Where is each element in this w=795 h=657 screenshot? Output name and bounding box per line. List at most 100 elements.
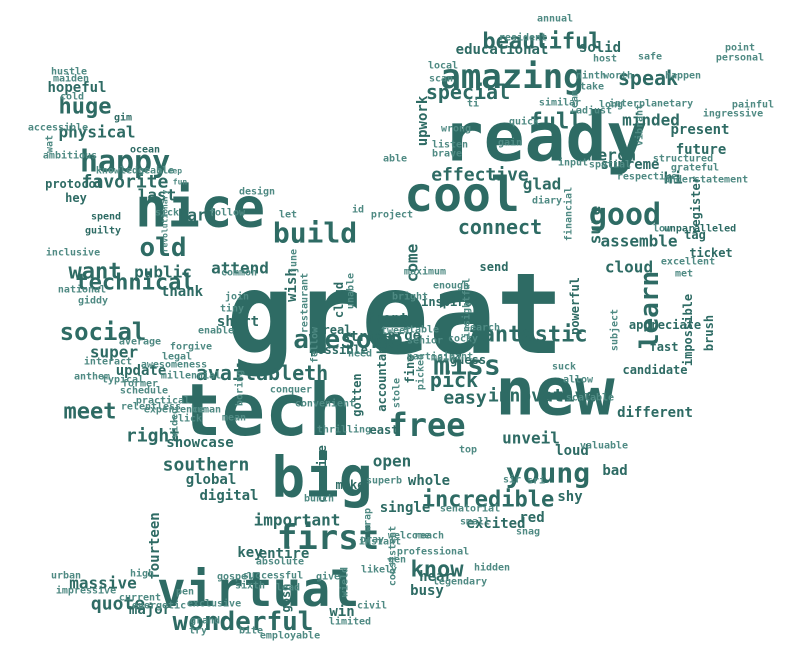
word-candidate: candidate <box>622 363 687 377</box>
word-brave: brave <box>432 149 462 160</box>
word-resident: resident <box>499 32 547 44</box>
word-social: social <box>60 318 147 346</box>
word-incredible: incredible <box>422 488 554 513</box>
word-host: host <box>593 54 617 65</box>
word-technical: technical <box>75 271 194 296</box>
word-accountable: accountable <box>375 332 389 411</box>
word-gospel: gospel <box>217 572 253 583</box>
word-design: design <box>239 186 275 198</box>
word-search: search <box>464 323 500 334</box>
word-legal: legal <box>162 352 192 363</box>
word-red: red <box>519 510 544 526</box>
word-cool: cool <box>404 167 520 223</box>
word-full: full <box>530 110 583 135</box>
word-awesomeness: awesomeness <box>141 360 207 371</box>
word-video: video <box>169 408 181 438</box>
word-beautiful: beautiful <box>482 30 601 55</box>
word-come: come <box>403 244 422 283</box>
word-take: take <box>580 82 604 93</box>
word-restaurant: restaurant <box>300 273 311 333</box>
word-pray: pray <box>360 535 384 546</box>
word-low: low <box>653 224 672 235</box>
word-entire: entire <box>259 546 310 562</box>
word-east: east <box>370 423 399 437</box>
word-giddy: giddy <box>78 295 108 307</box>
word-team: team <box>570 90 581 114</box>
word-id: id <box>352 204 364 216</box>
word-fellow: fellow <box>310 326 321 363</box>
word-inspired: inspired <box>421 295 479 309</box>
word-wrap: wrap <box>363 508 374 532</box>
word-big: big <box>271 446 372 511</box>
word-update: update <box>116 363 167 379</box>
word-welcome: welcome <box>388 531 430 542</box>
word-scan: scan <box>429 74 453 85</box>
word-anthem: anthem <box>74 372 110 383</box>
word-right: right <box>126 426 180 447</box>
word-thank: thank <box>161 284 204 300</box>
word-unparalleled: unparalleled <box>664 224 736 235</box>
word-sixth: sixth <box>235 580 265 592</box>
word-ticket: ticket <box>689 246 732 260</box>
word-pick: pick <box>430 368 478 392</box>
word-experience: experience <box>144 404 204 416</box>
word-conquer: conquer <box>270 385 312 396</box>
word-senatorial: senatorial <box>440 503 500 515</box>
word-global: global <box>186 472 237 488</box>
word-main: main <box>431 352 455 364</box>
word-consistent: consistent <box>387 526 399 586</box>
word-urban: urban <box>51 571 81 582</box>
word-similar: similar <box>539 97 581 109</box>
word-schedule: schedule <box>120 386 168 397</box>
word-virtual: virtual <box>157 562 359 618</box>
word-bunch: bunch <box>304 494 334 505</box>
word-scalable: scalable <box>566 393 614 404</box>
word-cold: cold <box>60 92 84 103</box>
word-glad: glad <box>523 175 562 194</box>
word-small: small <box>460 517 490 528</box>
word-limited: limited <box>329 616 371 628</box>
word-adjust: adjust <box>576 105 612 117</box>
word-gim: gim <box>114 112 132 124</box>
word-structured: structured <box>653 154 713 165</box>
word-miss: miss <box>433 349 500 382</box>
word-hidden: hidden <box>474 562 510 574</box>
word-civil: civil <box>357 600 387 612</box>
word-financial: financial <box>563 187 575 241</box>
word-guess: guess <box>450 353 486 367</box>
word-new: new <box>495 354 614 431</box>
word-shy: shy <box>557 489 583 505</box>
word-top: top <box>459 445 477 456</box>
word-first: first <box>277 518 379 558</box>
word-special: special <box>426 80 510 104</box>
word-tag: tag <box>684 228 706 242</box>
word-knowledgeable: knowledgeable <box>96 166 174 177</box>
word-minded: minded <box>622 111 680 130</box>
word-valuable: valuable <box>580 441 628 452</box>
word-know: know <box>411 558 465 583</box>
word-convenient: convenient <box>295 398 355 410</box>
word-exclusive: exclusive <box>187 598 241 610</box>
word-wonderful: wonderful <box>173 607 314 637</box>
word-subject: subject <box>609 309 621 351</box>
word-single: single <box>380 500 431 516</box>
word-old: old <box>140 233 187 263</box>
word-need: need <box>348 349 372 360</box>
word-national: national <box>58 284 106 296</box>
word-availableth: availableth <box>196 361 328 385</box>
word-personal: personal <box>716 53 764 64</box>
word-long: long <box>599 100 623 111</box>
word-easy: easy <box>443 388 487 409</box>
word-sri: sri <box>527 475 545 487</box>
word-learn: learn <box>635 271 665 349</box>
word-sure: sure <box>586 206 605 245</box>
word-point: point <box>725 42 755 54</box>
word-short: short <box>217 314 259 330</box>
word-tech: tech <box>178 368 351 452</box>
word-likely: likely <box>361 564 397 576</box>
word-millennial: millennial <box>161 370 221 382</box>
word-understatement: understatement <box>664 175 748 186</box>
word-powerful: powerful <box>568 277 582 335</box>
word-tweet: tweet <box>381 326 411 337</box>
word-huge: huge <box>59 95 112 120</box>
